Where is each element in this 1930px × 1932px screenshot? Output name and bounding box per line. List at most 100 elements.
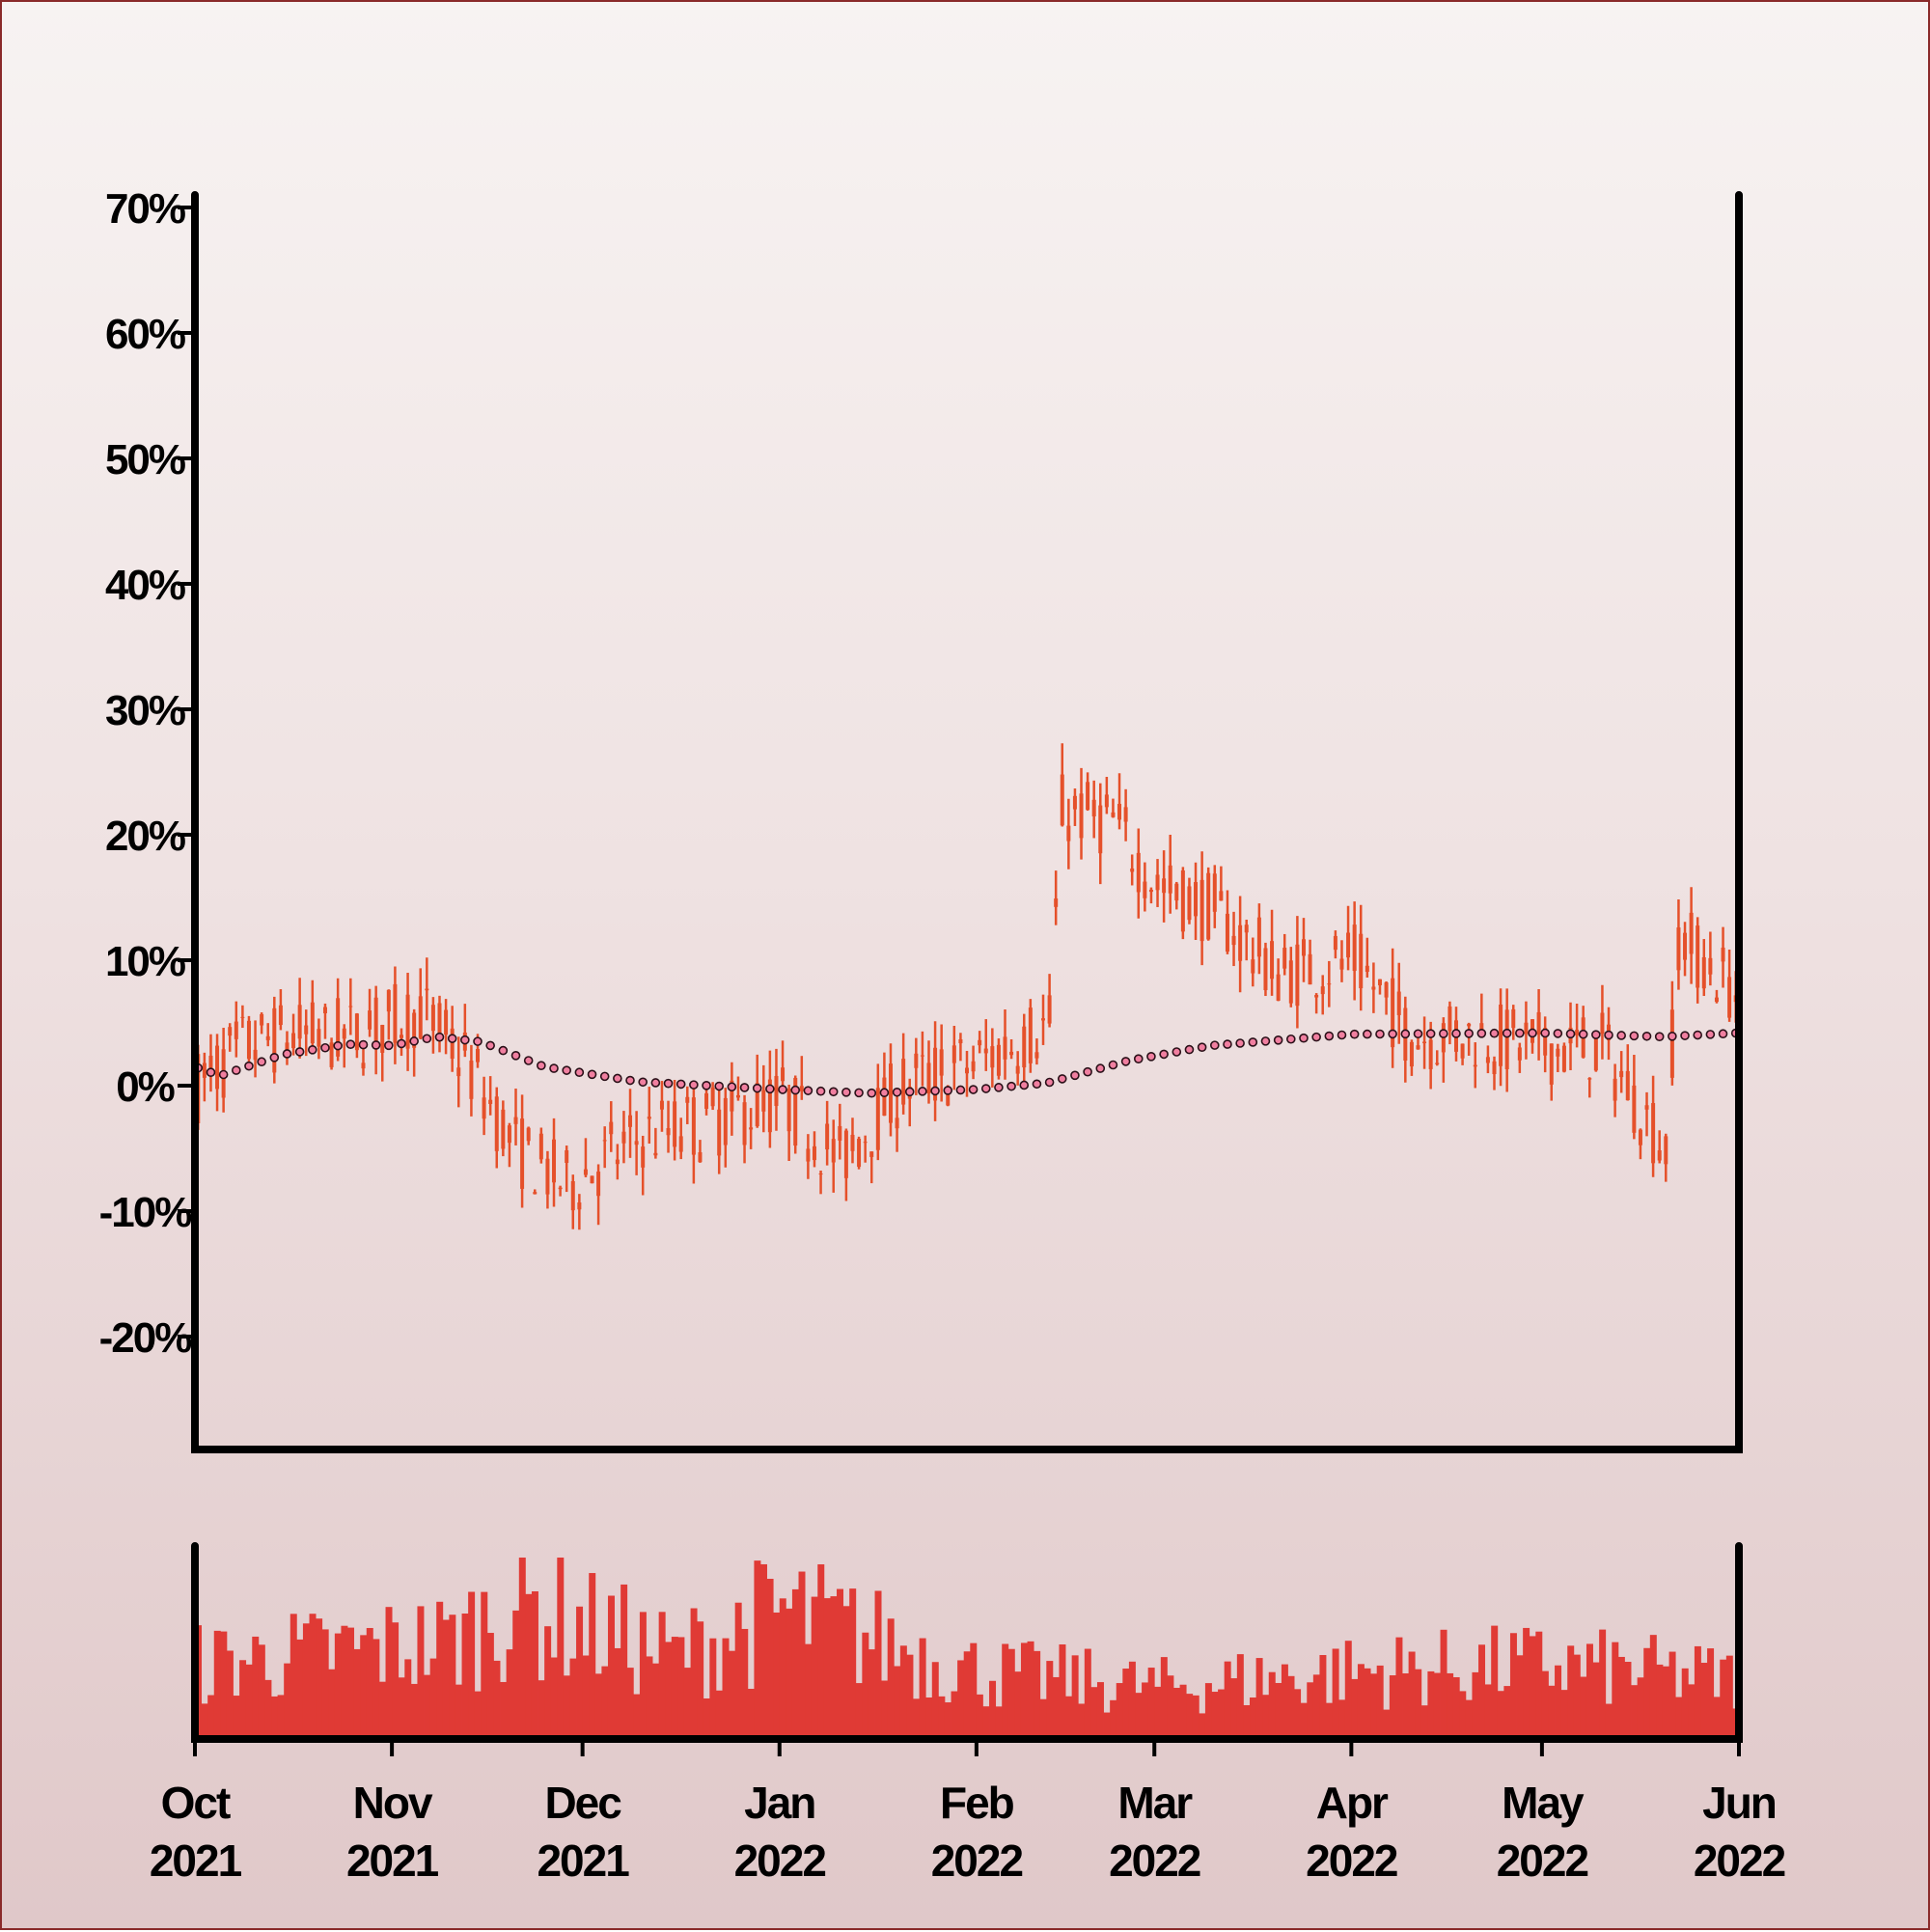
moving-average-point <box>1197 1042 1207 1052</box>
volume-bar <box>1135 1693 1143 1739</box>
volume-bar <box>1402 1673 1410 1739</box>
volume-bar <box>1681 1668 1689 1739</box>
volume-bar <box>906 1654 914 1739</box>
volume-bar <box>938 1696 946 1739</box>
moving-average-point <box>599 1071 610 1082</box>
volume-bar <box>620 1584 628 1739</box>
moving-average-point <box>422 1034 432 1044</box>
volume-bar <box>220 1631 228 1739</box>
moving-average-point <box>1006 1081 1016 1091</box>
volume-bar <box>271 1696 278 1739</box>
volume-bar <box>264 1679 272 1739</box>
candle-body <box>996 1044 1001 1076</box>
candle-body <box>1689 912 1694 954</box>
candle-body <box>1556 1048 1560 1057</box>
candle-body <box>1256 917 1261 957</box>
candle-body <box>933 1047 938 1101</box>
volume-bar <box>1122 1669 1130 1739</box>
candle-body <box>939 1049 944 1076</box>
moving-average-point <box>371 1040 381 1050</box>
volume-bar <box>697 1621 704 1739</box>
volume-bar <box>887 1618 895 1739</box>
volume-bar <box>1014 1671 1022 1739</box>
candle-body <box>1644 1105 1649 1110</box>
volume-bar <box>1383 1709 1391 1739</box>
moving-average-point <box>345 1039 356 1049</box>
volume-bar <box>207 1695 215 1739</box>
candle-body <box>1238 925 1243 961</box>
volume-bar <box>1555 1665 1562 1739</box>
moving-average-point <box>828 1087 839 1097</box>
volume-bar <box>944 1702 951 1739</box>
candle-body <box>450 1028 455 1060</box>
volume-bar <box>576 1606 584 1739</box>
volume-bar <box>582 1655 590 1739</box>
moving-average-point <box>892 1087 902 1097</box>
volume-bar <box>410 1683 418 1739</box>
candle-body <box>1359 933 1364 989</box>
candle-body <box>1657 1150 1662 1161</box>
volume-bar <box>1250 1697 1256 1739</box>
candle-body <box>786 1089 791 1132</box>
candle-body <box>425 988 429 991</box>
candle-body <box>501 1109 506 1149</box>
candle-body <box>1079 793 1084 839</box>
moving-average-point <box>206 1067 216 1077</box>
candle-body <box>329 1042 334 1067</box>
moving-average-point <box>676 1079 686 1090</box>
volume-bar <box>353 1648 361 1739</box>
moving-average-point <box>815 1086 826 1096</box>
candle-body <box>399 1035 403 1038</box>
volume-bar <box>1605 1703 1613 1739</box>
volume-bar <box>1211 1692 1219 1739</box>
volume-bar <box>1002 1643 1009 1739</box>
candle-body <box>812 1145 816 1161</box>
candle-body <box>888 1063 893 1123</box>
volume-bar <box>1567 1645 1575 1739</box>
candle-body <box>228 1027 233 1036</box>
moving-average-point <box>854 1088 864 1098</box>
volume-bar <box>1007 1648 1015 1739</box>
candle-body <box>1714 997 1719 1003</box>
volume-bar <box>1262 1695 1270 1739</box>
moving-average-point <box>460 1035 470 1045</box>
candle-body <box>1619 1070 1624 1078</box>
volume-bar <box>1688 1684 1696 1739</box>
candle-body <box>1054 898 1059 907</box>
moving-average-point <box>1502 1028 1512 1038</box>
volume-bar <box>614 1647 621 1739</box>
candle-body <box>285 1042 290 1052</box>
moving-average-point <box>702 1081 711 1090</box>
candle-body <box>926 1063 931 1094</box>
x-tick-label-year: 2021 <box>537 1835 629 1886</box>
candle-body <box>781 1067 786 1082</box>
candle-body <box>418 996 423 1038</box>
moving-average-point <box>397 1038 406 1049</box>
candle-body <box>1721 947 1725 962</box>
volume-bar <box>449 1615 456 1739</box>
moving-average-point <box>1476 1029 1487 1038</box>
candle-body <box>1219 891 1224 901</box>
volume-bar <box>569 1658 577 1739</box>
candle-body <box>609 1121 614 1135</box>
volume-bar <box>722 1638 730 1739</box>
candle-body <box>1282 948 1287 969</box>
moving-average-point <box>320 1042 330 1053</box>
volume-bar <box>1326 1702 1334 1739</box>
axes-layer <box>178 191 1743 1756</box>
candle-body <box>583 1169 588 1175</box>
volume-bar <box>817 1564 825 1739</box>
volume-bar <box>1592 1662 1600 1739</box>
moving-average-point <box>1591 1030 1601 1039</box>
candle-body <box>704 1092 709 1109</box>
moving-average-point <box>1718 1029 1728 1039</box>
moving-average-point <box>1146 1052 1156 1062</box>
x-tick-label-year: 2022 <box>931 1835 1023 1886</box>
volume-bar <box>766 1579 774 1739</box>
x-tick-label-year: 2022 <box>1497 1835 1588 1886</box>
candle-body <box>1270 941 1275 980</box>
candle-body <box>1561 1045 1566 1072</box>
volume-bar <box>328 1669 336 1739</box>
candle-body <box>545 1158 550 1195</box>
